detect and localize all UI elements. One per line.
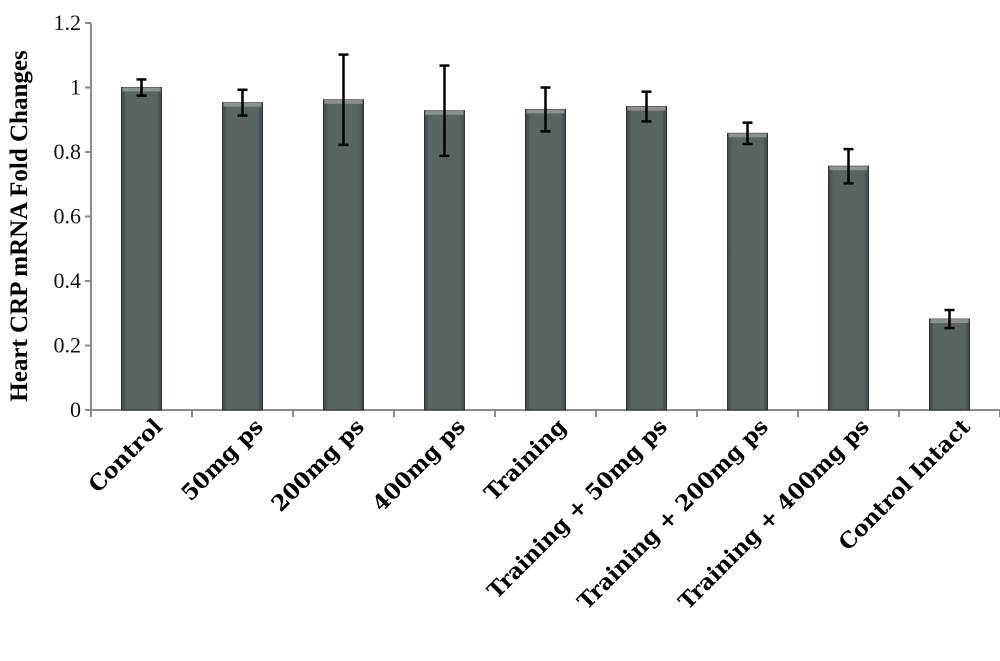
- y-tick-label: 0.6: [54, 204, 82, 229]
- category-label: 400mg ps: [367, 414, 470, 517]
- y-tick-label: 0.2: [54, 333, 82, 358]
- bar: [222, 102, 263, 411]
- y-tick-label: 1: [70, 75, 81, 100]
- bar: [525, 108, 566, 411]
- category-label: 50mg ps: [176, 414, 268, 506]
- y-tick-label: 0.4: [54, 268, 82, 293]
- y-axis-title: Heart CRP mRNA Fold Changes: [6, 50, 33, 402]
- category-label: Training + 50mg ps: [482, 414, 672, 604]
- bar: [828, 165, 869, 411]
- bar: [121, 87, 162, 411]
- category-label: Training + 200mg ps: [573, 414, 774, 615]
- bar: [929, 318, 970, 411]
- y-tick-label: 1.2: [54, 10, 82, 35]
- category-label: 200mg ps: [266, 414, 369, 517]
- bar: [424, 110, 465, 411]
- bar: [323, 99, 364, 411]
- category-label: Training: [479, 414, 571, 506]
- category-label: Control: [84, 414, 168, 498]
- y-tick-label: 0: [70, 397, 81, 422]
- bar: [727, 132, 768, 411]
- category-label: Training + 400mg ps: [674, 414, 875, 615]
- y-tick-label: 0.8: [54, 139, 82, 164]
- bar: [626, 106, 667, 411]
